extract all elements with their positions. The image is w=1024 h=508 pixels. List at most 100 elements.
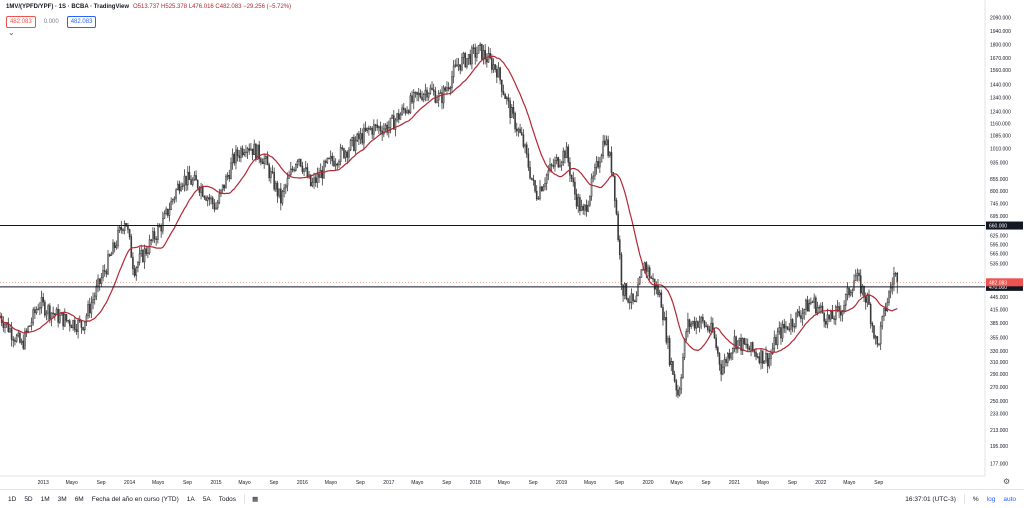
candle-body xyxy=(113,242,116,248)
candle-body xyxy=(582,205,585,211)
candle-body xyxy=(29,325,31,327)
candle-body xyxy=(190,179,192,185)
candle-body xyxy=(118,226,121,231)
candle-body xyxy=(105,271,108,275)
candle-body xyxy=(710,322,712,332)
gear-icon[interactable]: ⚙ xyxy=(1003,477,1011,486)
candle-body xyxy=(49,305,51,320)
candle-body xyxy=(133,268,136,276)
price-tick-label: 385.000 xyxy=(990,321,1008,327)
candle-body xyxy=(85,315,88,323)
candle-body xyxy=(343,148,345,159)
candle-body xyxy=(655,285,658,290)
log-toggle[interactable]: log xyxy=(986,495,996,503)
sell-button[interactable]: 482.083 xyxy=(6,16,36,28)
candle-body xyxy=(657,285,659,295)
price-tick-label: 250.000 xyxy=(990,399,1008,405)
price-tick-label: 1085.000 xyxy=(990,134,1011,140)
candle-body xyxy=(195,175,197,181)
candle-body xyxy=(271,171,274,173)
range-5d[interactable]: 5D xyxy=(24,495,33,503)
price-tick-label: 1010.000 xyxy=(990,147,1011,153)
range-5y[interactable]: 5A xyxy=(202,495,211,503)
candle-body xyxy=(323,161,325,179)
bottom-toolbar: 1D 5D 1M 3M 6M Fecha del año en curso (Y… xyxy=(0,489,1024,508)
candle-body xyxy=(509,100,511,118)
candle-body xyxy=(717,347,719,354)
candle-body xyxy=(253,143,256,156)
candle-body xyxy=(223,184,226,189)
candle-body xyxy=(863,285,865,298)
candle-body xyxy=(464,53,467,68)
time-tick-label: Sep xyxy=(356,480,365,486)
range-ytd[interactable]: Fecha del año en curso (YTD) xyxy=(91,495,179,503)
candle-body xyxy=(743,338,746,345)
price-tick-label: 535.000 xyxy=(990,261,1008,267)
time-tick-label: Sep xyxy=(529,480,538,486)
candle-body xyxy=(761,350,764,364)
chart-header: 1MV/(YPFD/YPF) · 1S · BCBA · TradingView… xyxy=(6,4,291,10)
candle-body xyxy=(703,320,706,327)
candle-body xyxy=(432,89,435,92)
percent-toggle[interactable]: % xyxy=(972,495,979,503)
candle-body xyxy=(115,245,118,248)
range-all[interactable]: Todos xyxy=(218,495,237,503)
candle-body xyxy=(663,317,666,321)
candle-body xyxy=(289,168,292,176)
candle-body xyxy=(210,197,212,200)
range-1y[interactable]: 1A xyxy=(186,495,195,503)
candle-body xyxy=(800,315,802,319)
candle-body xyxy=(178,183,181,192)
candle-body xyxy=(441,92,443,104)
candle-body xyxy=(662,307,664,321)
candle-body xyxy=(34,309,36,314)
candle-body xyxy=(37,308,40,311)
candle-body xyxy=(155,238,157,240)
candle-body xyxy=(186,171,189,186)
price-tick-label: 177.000 xyxy=(990,461,1008,467)
last-price-label-bg xyxy=(986,278,1023,287)
range-3m[interactable]: 3M xyxy=(57,495,67,503)
candle-body xyxy=(589,195,591,206)
candle-body xyxy=(331,155,334,162)
candle-body xyxy=(778,327,781,333)
candle-body xyxy=(733,336,736,349)
candle-body xyxy=(522,134,525,147)
candle-body xyxy=(299,158,302,167)
candle-body xyxy=(472,47,475,49)
candle-body xyxy=(278,188,280,197)
price-chart[interactable]: 177.000 195.000 213.000 233.000 250.000 270.0… xyxy=(0,0,1024,489)
time-tick-label: Mayo xyxy=(843,480,855,486)
candle-body xyxy=(594,167,596,177)
calendar-icon[interactable]: ▦ xyxy=(252,496,259,503)
chevron-down-icon[interactable]: ⌄ xyxy=(8,28,15,37)
range-6m[interactable]: 6M xyxy=(74,495,84,503)
candle-body xyxy=(766,352,769,367)
range-1m[interactable]: 1M xyxy=(40,495,50,503)
price-tick-label: 290.000 xyxy=(990,372,1008,378)
time-tick-label: Sep xyxy=(269,480,278,486)
symbol-title[interactable]: 1MV/(YPFD/YPF) · 1S · BCBA · TradingView xyxy=(6,4,130,10)
candle-body xyxy=(653,278,656,290)
candle-body xyxy=(386,124,388,133)
candle-body xyxy=(512,107,515,114)
candle-body xyxy=(236,149,239,156)
candle-body xyxy=(844,294,847,306)
candle-body xyxy=(389,117,392,128)
candle-body xyxy=(494,64,496,70)
candle-body xyxy=(366,127,369,131)
candle-body xyxy=(338,161,340,166)
clock-readout[interactable]: 16:37:01 (UTC-3) xyxy=(905,495,956,503)
auto-toggle[interactable]: auto xyxy=(1003,495,1016,503)
candle-body xyxy=(427,93,430,98)
range-1d[interactable]: 1D xyxy=(8,495,17,503)
candle-body xyxy=(888,291,890,303)
candle-body xyxy=(348,149,350,158)
candle-body xyxy=(319,170,322,178)
price-tick-label: 695.000 xyxy=(990,214,1008,220)
candle-body xyxy=(316,173,319,183)
buy-button[interactable]: 482.083 xyxy=(66,16,97,28)
candle-body xyxy=(107,254,109,275)
candle-body xyxy=(750,342,752,351)
candle-body xyxy=(693,320,696,329)
